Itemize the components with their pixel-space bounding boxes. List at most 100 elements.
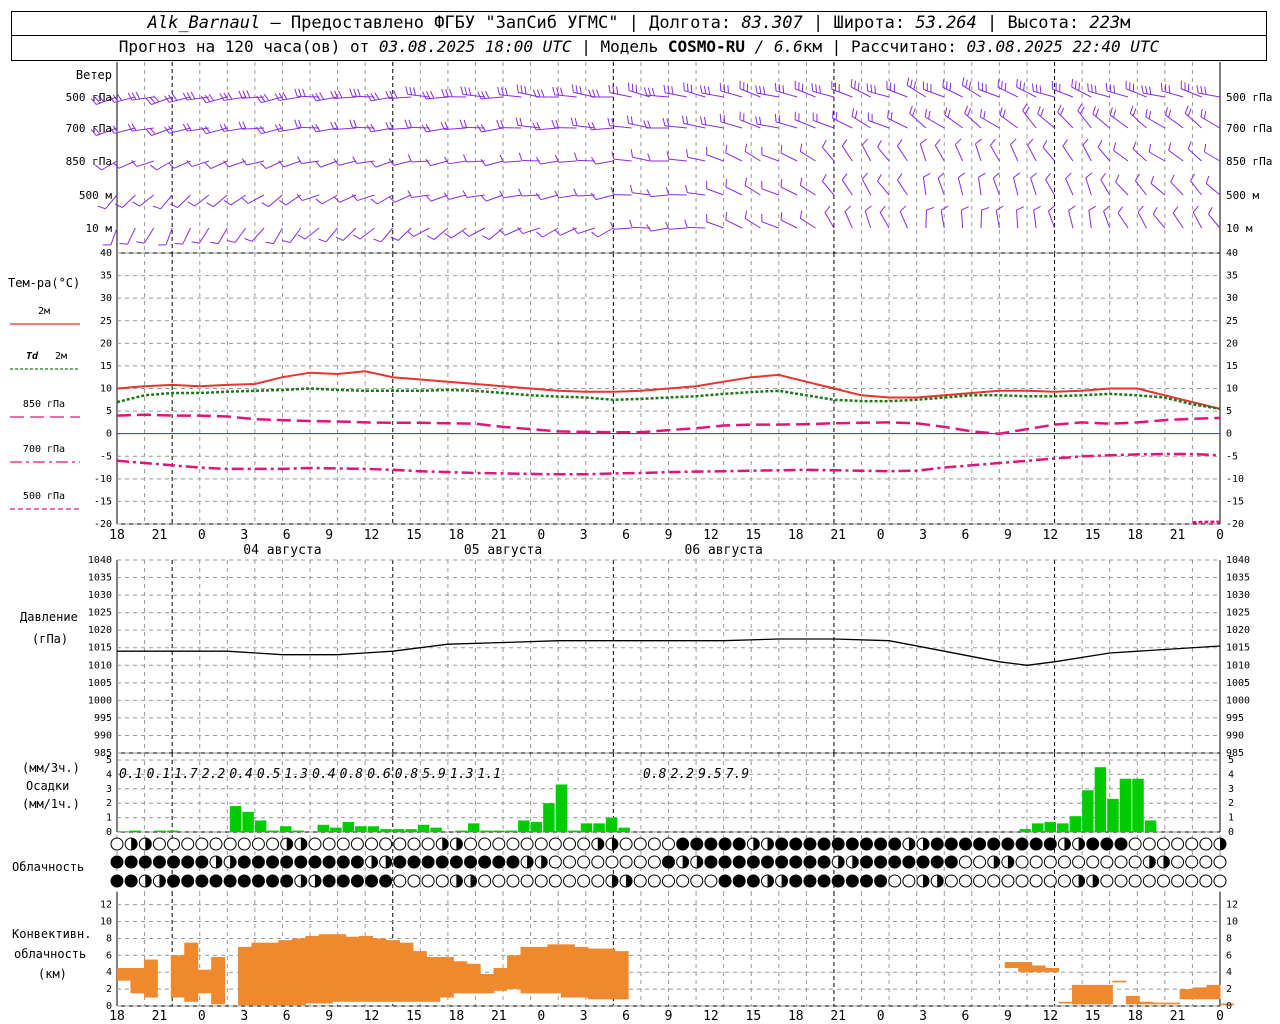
cloud-symbol [874, 855, 888, 869]
conv-bar [1098, 984, 1113, 1005]
wind-barb-feather [112, 94, 119, 102]
hour-label-mid: 18 [109, 528, 125, 543]
wind-barb-feather [707, 86, 711, 95]
wind-barb-feather [482, 235, 490, 241]
wind-barb-feather [610, 186, 615, 195]
wind-barb [886, 88, 908, 98]
wind-barb [1092, 113, 1111, 129]
wind-barb [1190, 180, 1203, 196]
wind-barb-feather [780, 145, 783, 154]
conv-tick-left: 6 [106, 950, 112, 961]
wind-barb-feather [149, 96, 156, 104]
conv-bar [1139, 1001, 1154, 1005]
cloud-symbol [223, 837, 237, 851]
conv-bar [533, 946, 548, 994]
wind-barb-feather [877, 139, 882, 148]
conv-bar [1045, 968, 1060, 973]
cloud-symbol-half [1007, 856, 1014, 868]
wind-barb-feather [334, 121, 339, 130]
wind-barb [576, 194, 595, 197]
cloud-symbol [421, 837, 435, 851]
cloud-symbol [110, 837, 124, 851]
wind-barb-feather [241, 158, 247, 166]
wind-barb-feather [208, 93, 215, 101]
cloud-symbol [280, 874, 294, 888]
cloud-symbol [690, 837, 704, 851]
cloud-symbol [1213, 855, 1227, 869]
wind-barb-feather [1013, 172, 1021, 178]
wind-barb [632, 192, 651, 196]
prec-tick-right: 3 [1228, 784, 1234, 795]
wind-barb-feather [799, 177, 803, 186]
wind-barb-feather [127, 92, 133, 101]
wind-barb [780, 219, 798, 229]
cloud-symbol [393, 855, 407, 869]
cloud-symbol [662, 855, 675, 869]
wind-barb-feather [485, 90, 490, 99]
hour-label-mid: 3 [240, 528, 248, 543]
pres-tick-left: 1005 [88, 678, 112, 689]
wind-barb-feather [263, 93, 270, 101]
wind-barb [542, 227, 559, 238]
precip-bar [242, 811, 254, 832]
lon-value: 83.307 [741, 13, 803, 33]
alt-label: | Высота: [987, 13, 1080, 33]
cloud-symbol [944, 837, 958, 851]
wind-barb-feather [109, 95, 115, 103]
wind-barb-feather [164, 126, 170, 134]
cloud-symbol [209, 874, 223, 888]
cloud-symbol [775, 837, 789, 851]
wind-barb [887, 117, 908, 129]
hour-label-bottom: 6 [622, 1009, 630, 1024]
wind-barb-feather [413, 87, 417, 96]
cloud-symbol [874, 874, 888, 888]
precip-bar [518, 820, 530, 832]
cloud-title: Облачность [12, 860, 84, 874]
wind-barb-feather [463, 154, 468, 163]
prec-tick-left: 3 [106, 784, 112, 795]
wind-barb-feather [515, 117, 519, 126]
wind-barb [289, 227, 302, 243]
wind-level-right: 500 м [1226, 189, 1259, 202]
wind-barb [628, 90, 651, 98]
conv-bar [520, 946, 535, 994]
precip-bar [493, 830, 505, 832]
wind-barb [1132, 148, 1147, 162]
wind-barb-feather [574, 117, 578, 126]
conv-bar [184, 942, 199, 1002]
conv-tick-left: 0 [106, 1001, 112, 1012]
wind-barb-feather [373, 238, 382, 243]
cloud-symbol-half [852, 856, 859, 868]
wind-barb-feather [440, 122, 445, 130]
wind-barb-feather [608, 84, 611, 93]
wind-barb [844, 211, 853, 229]
cloud-symbol [308, 855, 322, 869]
wind-barb [521, 159, 540, 162]
wind-barb [909, 112, 927, 129]
conv-bar [439, 957, 454, 998]
wind-barb [841, 145, 853, 162]
wind-barb-feather [499, 229, 506, 236]
wind-barb [160, 194, 173, 210]
cloud-symbol-half [145, 875, 152, 887]
wind-barb-feather [370, 93, 376, 101]
wind-barb [247, 194, 265, 204]
wind-barb [980, 116, 1000, 129]
provider-text: — Предоставлено ФГБУ "ЗапСиб УГМС" | [270, 13, 639, 33]
wind-barb-feather [647, 153, 651, 162]
temp-tick-left: 40 [100, 248, 112, 259]
cloud-symbol [478, 855, 492, 869]
wind-barb-feather [282, 239, 291, 244]
wind-barb-feather [819, 85, 821, 94]
cloud-symbol [195, 837, 209, 851]
wind-barb-feather [370, 124, 376, 132]
conv-tick-right: 4 [1226, 967, 1232, 978]
hour-label-mid: 15 [406, 528, 422, 543]
wind-panel [90, 77, 1221, 246]
wind-barb-feather [1132, 141, 1137, 150]
wind-barb [466, 160, 485, 163]
wind-barb-feather [186, 123, 192, 131]
wind-barb [957, 177, 964, 196]
wind-barb-feather [635, 84, 638, 93]
wind-barb-feather [579, 86, 582, 95]
